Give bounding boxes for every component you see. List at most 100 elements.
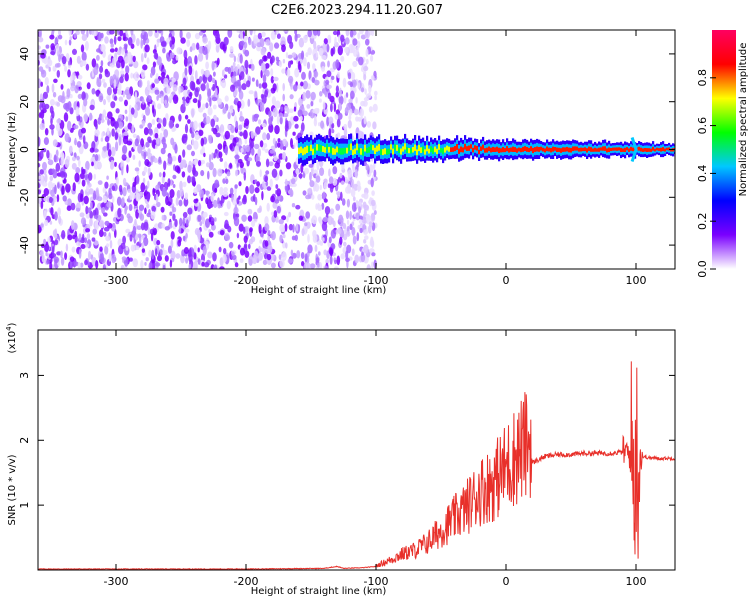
x-tick-label: -100 [364,575,389,588]
signal-core [522,146,525,152]
noise-speckle [333,266,339,269]
noise-speckle [294,234,298,242]
noise-speckle [370,75,375,81]
noise-speckle [106,243,110,248]
signal-core [554,147,557,151]
noise-speckle [198,31,204,36]
noise-speckle [251,77,255,82]
noise-speckle [53,256,59,264]
noise-speckle [268,161,274,167]
noise-speckle [145,106,151,116]
noise-speckle [239,40,245,46]
signal-core [660,147,663,152]
noise-speckle [191,108,195,118]
noise-speckle [346,219,350,225]
noise-speckle [293,84,298,92]
noise-speckle [104,36,109,44]
noise-speckle [143,221,149,231]
noise-speckle [92,190,97,201]
noise-speckle [127,122,133,130]
signal-core [428,148,431,154]
noise-speckle [103,82,107,88]
noise-speckle [72,48,77,56]
noise-speckle [245,144,250,153]
signal-core [426,145,429,152]
signal-core [542,147,545,152]
noise-speckle [85,205,89,215]
noise-speckle [103,231,107,237]
noise-speckle [146,95,152,103]
noise-speckle [172,174,177,180]
signal-core [434,146,437,153]
noise-speckle [154,262,161,267]
noise-speckle [341,163,345,171]
noise-speckle [179,161,184,169]
noise-speckle [212,83,215,92]
noise-speckle [248,238,254,245]
noise-speckle [85,63,90,71]
noise-speckle [368,221,373,228]
noise-speckle [227,67,232,74]
noise-speckle [40,200,44,210]
noise-speckle [253,113,260,119]
noise-speckle [39,150,44,160]
signal-core [550,148,553,153]
noise-speckle [194,32,201,40]
y-tick-label: 20 [18,95,31,109]
noise-speckle [178,87,181,95]
noise-speckle [176,47,182,55]
noise-speckle [211,127,215,132]
noise-speckle [261,122,267,128]
noise-speckle [113,121,119,129]
noise-speckle [187,89,190,95]
noise-speckle [154,89,160,95]
noise-speckle [197,258,201,265]
noise-speckle [271,168,278,178]
noise-speckle [257,148,262,158]
noise-speckle [373,169,377,178]
signal-core [528,147,531,153]
noise-speckle [192,98,198,104]
noise-speckle [343,233,348,241]
noise-speckle [259,38,265,48]
x-axis-label: Height of straight line (km) [251,285,387,296]
signal-core [342,148,345,155]
noise-speckle [337,45,343,56]
noise-speckle [313,169,318,175]
signal-core [396,144,399,151]
noise-speckle [211,77,216,83]
noise-speckle [100,202,106,209]
noise-speckle [303,57,307,67]
noise-speckle [142,64,148,71]
signal-core [312,148,315,155]
noise-speckle [277,138,281,143]
noise-speckle [224,130,230,140]
noise-speckle [184,114,189,120]
noise-speckle [45,244,50,250]
noise-speckle [266,186,272,191]
signal-core [384,148,387,155]
noise-speckle [115,176,119,186]
noise-speckle [295,223,299,232]
noise-speckle [247,215,253,222]
noise-speckle [227,112,231,120]
noise-speckle [193,261,198,269]
noise-speckle [161,215,165,221]
noise-speckle [104,70,111,78]
noise-speckle [348,115,352,121]
noise-speckle [364,235,369,241]
noise-speckle [134,91,138,102]
noise-speckle [308,163,314,168]
signal-core [310,144,313,151]
noise-speckle [132,133,137,138]
noise-speckle [108,192,113,200]
noise-speckle [66,205,72,211]
noise-speckle [334,113,339,120]
noise-speckle [62,195,67,202]
noise-speckle [57,207,61,216]
noise-speckle [233,55,237,63]
noise-speckle [61,230,66,240]
noise-speckle [137,144,143,154]
noise-speckle [286,215,289,223]
noise-speckle [289,187,293,198]
